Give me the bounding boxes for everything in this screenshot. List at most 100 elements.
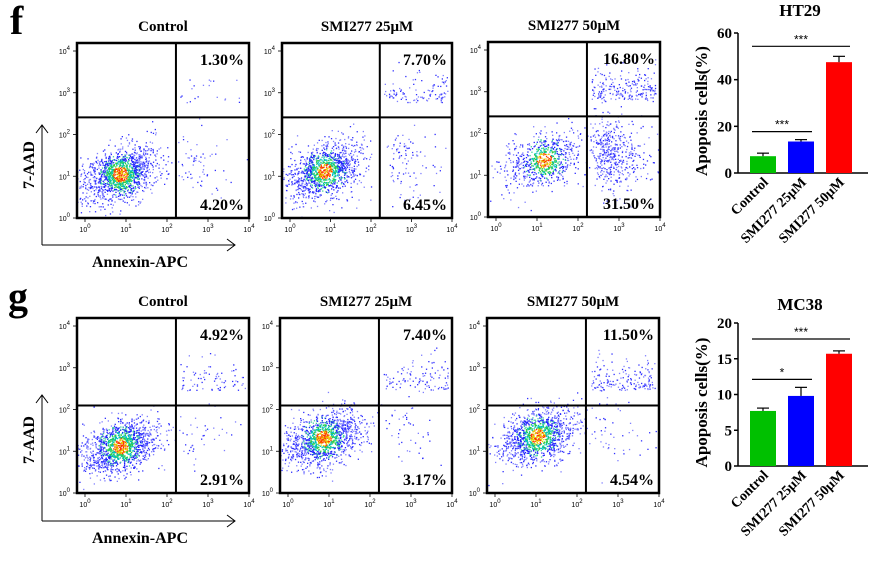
- scatter-point: [439, 170, 441, 172]
- scatter-point: [544, 150, 547, 152]
- scatter-point: [182, 380, 184, 382]
- scatter-point: [108, 162, 110, 164]
- scatter-point: [551, 163, 553, 165]
- scatter-point: [320, 194, 322, 196]
- scatter-point: [569, 143, 572, 145]
- scatter-point: [442, 74, 444, 77]
- scatter-point: [640, 77, 642, 79]
- scatter-point: [536, 152, 538, 154]
- scatter-point: [283, 168, 285, 170]
- scatter-point: [150, 409, 152, 411]
- scatter-point: [201, 180, 203, 182]
- scatter-point: [513, 192, 515, 194]
- scatter-point: [85, 184, 87, 187]
- scatter-point: [608, 143, 610, 145]
- scatter-point: [342, 169, 344, 171]
- scatter-point: [607, 159, 609, 162]
- scatter-point: [104, 417, 106, 419]
- scatter-point: [297, 173, 299, 175]
- scatter-point: [147, 170, 149, 172]
- scatter-point: [318, 164, 320, 166]
- scatter-point: [121, 182, 123, 184]
- scatter-point: [131, 156, 133, 158]
- scatter-point: [619, 171, 621, 174]
- scatter-point: [564, 170, 566, 172]
- scatter-point: [618, 171, 620, 173]
- scatter-point: [610, 136, 612, 138]
- scatter-point: [143, 168, 145, 170]
- scatter-point: [500, 168, 502, 170]
- scatter-point: [116, 177, 118, 179]
- scatter-point: [552, 164, 554, 166]
- scatter-point: [97, 436, 99, 438]
- scatter-point: [127, 178, 129, 181]
- scatter-point: [93, 467, 95, 470]
- scatter-point: [332, 173, 334, 175]
- scatter-point: [504, 176, 506, 178]
- scatter-point: [114, 448, 116, 451]
- scatter-point: [389, 164, 391, 166]
- scatter-point: [615, 179, 617, 181]
- scatter-point: [329, 169, 331, 171]
- scatter-point: [630, 91, 632, 93]
- scatter-point: [319, 174, 321, 176]
- scatter-point: [318, 189, 320, 192]
- scatter-point: [602, 88, 605, 91]
- scatter-point: [134, 186, 136, 188]
- scatter-point: [77, 444, 79, 447]
- scatter-point: [113, 193, 115, 196]
- scatter-point: [89, 463, 92, 465]
- y-tick-label: 100: [59, 213, 71, 223]
- scatter-point: [145, 164, 147, 166]
- scatter-point: [550, 166, 552, 169]
- scatter-point: [144, 179, 146, 182]
- scatter-point: [121, 418, 123, 420]
- scatter-point: [592, 127, 594, 129]
- scatter-point: [605, 157, 607, 159]
- scatter-point: [139, 444, 141, 447]
- scatter-point: [405, 96, 407, 98]
- scatter-point: [543, 144, 545, 146]
- scatter-point: [161, 465, 163, 467]
- scatter-point: [146, 168, 148, 170]
- scatter-point: [623, 98, 625, 100]
- scatter-point: [120, 171, 123, 173]
- scatter-point: [359, 146, 361, 149]
- scatter-point: [96, 162, 98, 165]
- scatter-point: [415, 101, 418, 104]
- scatter-point: [121, 173, 123, 175]
- scatter-point: [200, 156, 202, 158]
- scatter-point: [120, 175, 123, 177]
- scatter-point: [193, 383, 196, 386]
- scatter-point: [618, 161, 620, 164]
- scatter-point: [116, 179, 118, 181]
- scatter-point: [218, 375, 220, 378]
- scatter-point: [654, 84, 657, 87]
- scatter-point: [541, 175, 543, 177]
- scatter-point: [602, 125, 604, 128]
- scatter-point: [141, 155, 144, 157]
- scatter-point: [137, 181, 139, 183]
- scatter-point: [338, 198, 340, 201]
- scatter-point: [83, 469, 86, 471]
- scatter-point: [636, 83, 638, 85]
- scatter-point: [617, 158, 619, 160]
- scatter-point: [312, 167, 314, 170]
- scatter-point: [124, 168, 126, 170]
- scatter-point: [535, 161, 537, 163]
- scatter-point: [387, 145, 389, 147]
- scatter-point: [328, 179, 330, 181]
- scatter-point: [137, 450, 139, 453]
- scatter-point: [285, 202, 287, 204]
- scatter-point: [509, 151, 511, 154]
- scatter-point: [108, 185, 111, 187]
- scatter-point: [316, 173, 318, 175]
- scatter-point: [139, 463, 141, 465]
- scatter-point: [314, 178, 316, 180]
- scatter-point: [180, 416, 182, 418]
- scatter-point: [118, 430, 120, 433]
- scatter-point: [118, 427, 120, 429]
- scatter-point: [121, 154, 123, 156]
- scatter-point: [600, 138, 602, 140]
- scatter-point: [132, 450, 134, 452]
